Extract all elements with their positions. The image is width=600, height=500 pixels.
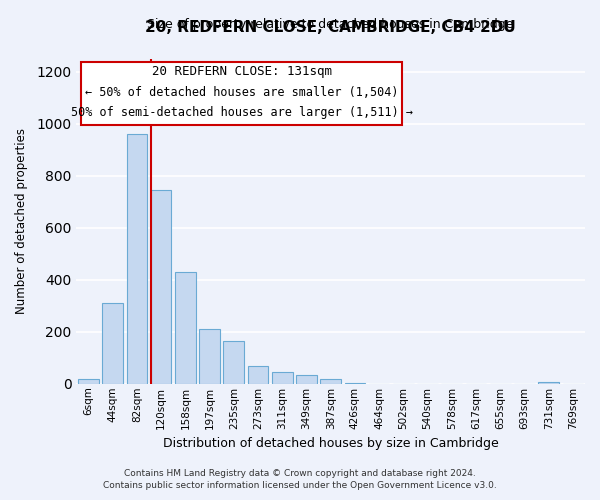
Bar: [199, 329, 220, 384]
Bar: [127, 134, 147, 384]
Bar: [223, 341, 244, 384]
Bar: [175, 272, 196, 384]
FancyBboxPatch shape: [82, 62, 402, 126]
Bar: [296, 376, 317, 384]
Text: ← 50% of detached houses are smaller (1,504): ← 50% of detached houses are smaller (1,…: [85, 86, 398, 100]
Bar: [344, 383, 365, 384]
Bar: [272, 372, 293, 384]
Bar: [151, 190, 172, 384]
Y-axis label: Number of detached properties: Number of detached properties: [15, 128, 28, 314]
Text: 20 REDFERN CLOSE: 131sqm: 20 REDFERN CLOSE: 131sqm: [152, 66, 332, 78]
Text: 20, REDFERN CLOSE, CAMBRIDGE, CB4 2DU: 20, REDFERN CLOSE, CAMBRIDGE, CB4 2DU: [145, 20, 516, 34]
Text: Contains HM Land Registry data © Crown copyright and database right 2024.
Contai: Contains HM Land Registry data © Crown c…: [103, 468, 497, 490]
Title: Size of property relative to detached houses in Cambridge: Size of property relative to detached ho…: [148, 18, 514, 32]
Bar: [78, 378, 99, 384]
Bar: [103, 303, 123, 384]
Bar: [320, 379, 341, 384]
Bar: [248, 366, 268, 384]
Text: 50% of semi-detached houses are larger (1,511) →: 50% of semi-detached houses are larger (…: [71, 106, 413, 119]
X-axis label: Distribution of detached houses by size in Cambridge: Distribution of detached houses by size …: [163, 437, 499, 450]
Bar: [538, 382, 559, 384]
